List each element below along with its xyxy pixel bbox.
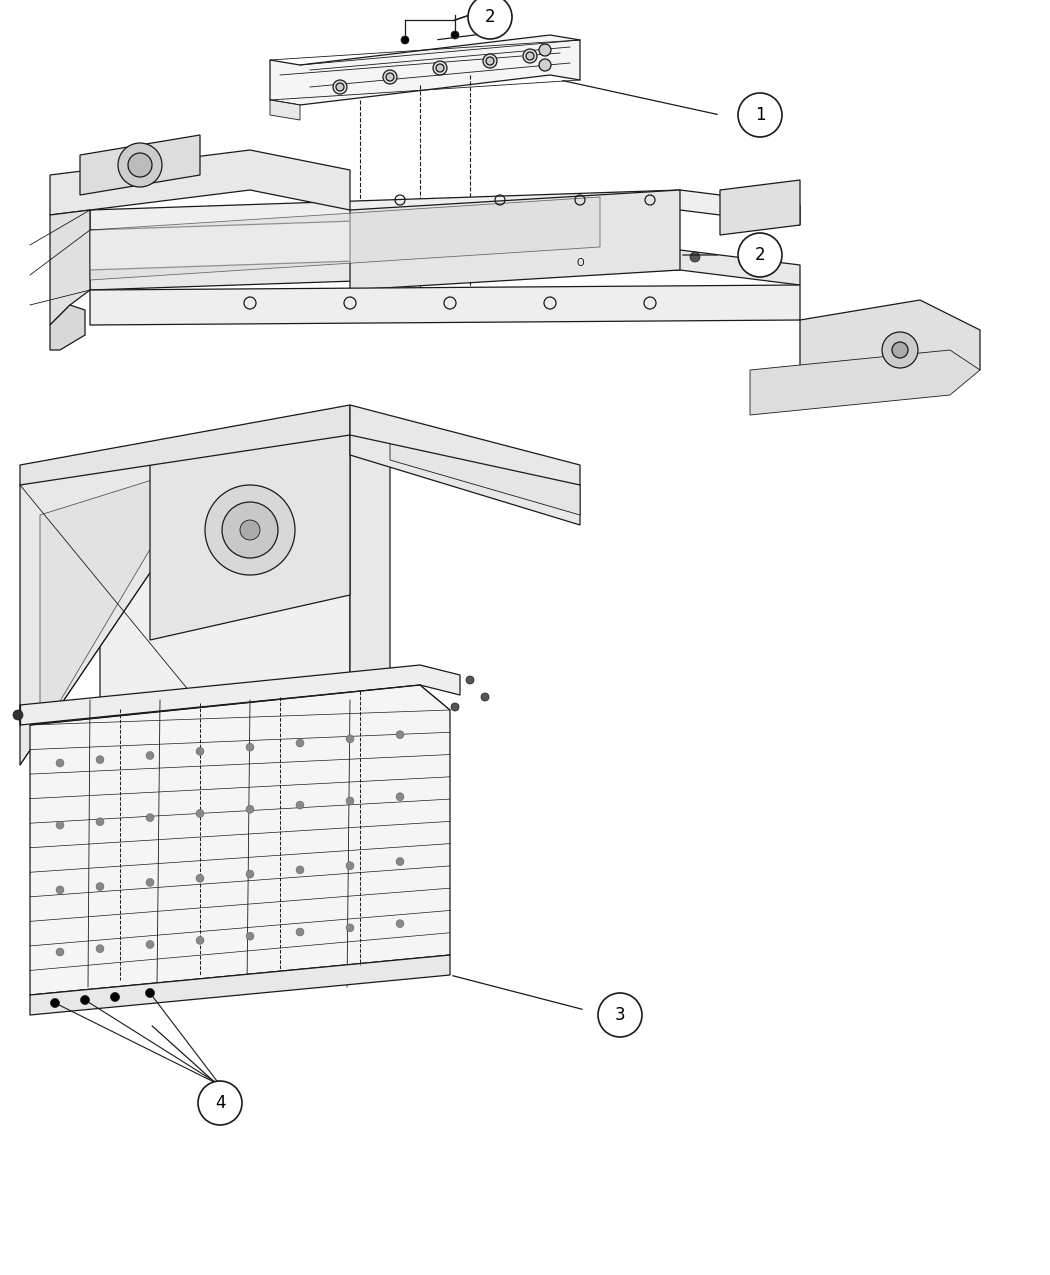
Circle shape: [396, 919, 404, 928]
Polygon shape: [720, 180, 800, 235]
Circle shape: [118, 143, 162, 187]
Circle shape: [146, 751, 154, 760]
Circle shape: [205, 484, 295, 575]
Circle shape: [222, 502, 278, 558]
Polygon shape: [270, 99, 300, 120]
Circle shape: [468, 0, 512, 40]
Circle shape: [196, 747, 204, 755]
Polygon shape: [90, 286, 800, 325]
Circle shape: [246, 806, 254, 813]
Polygon shape: [350, 419, 580, 525]
Circle shape: [296, 928, 304, 936]
Circle shape: [336, 83, 344, 91]
Circle shape: [146, 941, 154, 949]
Polygon shape: [350, 190, 680, 289]
Circle shape: [486, 57, 494, 65]
Circle shape: [81, 996, 89, 1005]
Text: O: O: [576, 258, 584, 268]
Polygon shape: [350, 430, 390, 700]
Circle shape: [346, 862, 354, 870]
Circle shape: [386, 73, 394, 82]
Circle shape: [56, 821, 64, 829]
Circle shape: [56, 886, 64, 894]
Polygon shape: [90, 190, 800, 230]
Circle shape: [128, 153, 152, 177]
Polygon shape: [30, 955, 450, 1015]
Text: 1: 1: [755, 106, 765, 124]
Polygon shape: [750, 351, 980, 414]
Polygon shape: [50, 210, 90, 325]
Circle shape: [346, 924, 354, 932]
Polygon shape: [80, 135, 200, 195]
Polygon shape: [40, 465, 200, 734]
Circle shape: [96, 817, 104, 826]
Circle shape: [396, 858, 404, 866]
Circle shape: [50, 998, 60, 1007]
Circle shape: [383, 70, 397, 84]
Circle shape: [246, 870, 254, 878]
Circle shape: [401, 36, 410, 45]
Circle shape: [892, 342, 908, 358]
Circle shape: [96, 945, 104, 952]
Polygon shape: [90, 250, 800, 289]
Circle shape: [481, 694, 489, 701]
Circle shape: [598, 993, 642, 1037]
Circle shape: [436, 64, 444, 71]
Circle shape: [396, 731, 404, 738]
Polygon shape: [270, 34, 580, 105]
Circle shape: [452, 703, 459, 711]
Circle shape: [523, 48, 537, 62]
Circle shape: [56, 759, 64, 768]
Circle shape: [56, 949, 64, 956]
Circle shape: [738, 233, 782, 277]
Circle shape: [296, 801, 304, 810]
Polygon shape: [20, 666, 460, 725]
Circle shape: [240, 520, 260, 541]
Circle shape: [296, 740, 304, 747]
Circle shape: [738, 93, 782, 136]
Circle shape: [333, 80, 347, 94]
Polygon shape: [90, 198, 600, 280]
Polygon shape: [50, 305, 85, 351]
Circle shape: [539, 59, 551, 71]
Circle shape: [146, 988, 154, 997]
Circle shape: [346, 797, 354, 805]
Polygon shape: [350, 405, 580, 484]
Circle shape: [196, 936, 204, 945]
Polygon shape: [20, 405, 350, 484]
Circle shape: [690, 252, 700, 261]
Text: 3: 3: [614, 1006, 626, 1024]
Circle shape: [483, 54, 497, 68]
Circle shape: [146, 813, 154, 821]
Text: 2: 2: [485, 8, 496, 26]
Polygon shape: [50, 150, 350, 215]
Text: 4: 4: [215, 1094, 226, 1112]
Circle shape: [13, 710, 23, 720]
Text: 2: 2: [755, 246, 765, 264]
Circle shape: [452, 31, 459, 40]
Polygon shape: [150, 419, 350, 640]
Circle shape: [396, 793, 404, 801]
Circle shape: [110, 992, 120, 1001]
Circle shape: [346, 734, 354, 743]
Polygon shape: [800, 300, 980, 385]
Circle shape: [96, 756, 104, 764]
Circle shape: [196, 875, 204, 882]
Circle shape: [466, 676, 474, 683]
Circle shape: [433, 61, 447, 75]
Circle shape: [539, 45, 551, 56]
Circle shape: [96, 882, 104, 890]
Circle shape: [246, 743, 254, 751]
Circle shape: [526, 52, 534, 60]
Polygon shape: [390, 430, 580, 515]
Circle shape: [882, 332, 918, 368]
Polygon shape: [20, 425, 250, 765]
Circle shape: [198, 1081, 242, 1125]
Polygon shape: [30, 685, 450, 994]
Circle shape: [146, 878, 154, 886]
Polygon shape: [100, 435, 350, 755]
Circle shape: [296, 866, 304, 873]
Circle shape: [196, 810, 204, 817]
Circle shape: [246, 932, 254, 940]
